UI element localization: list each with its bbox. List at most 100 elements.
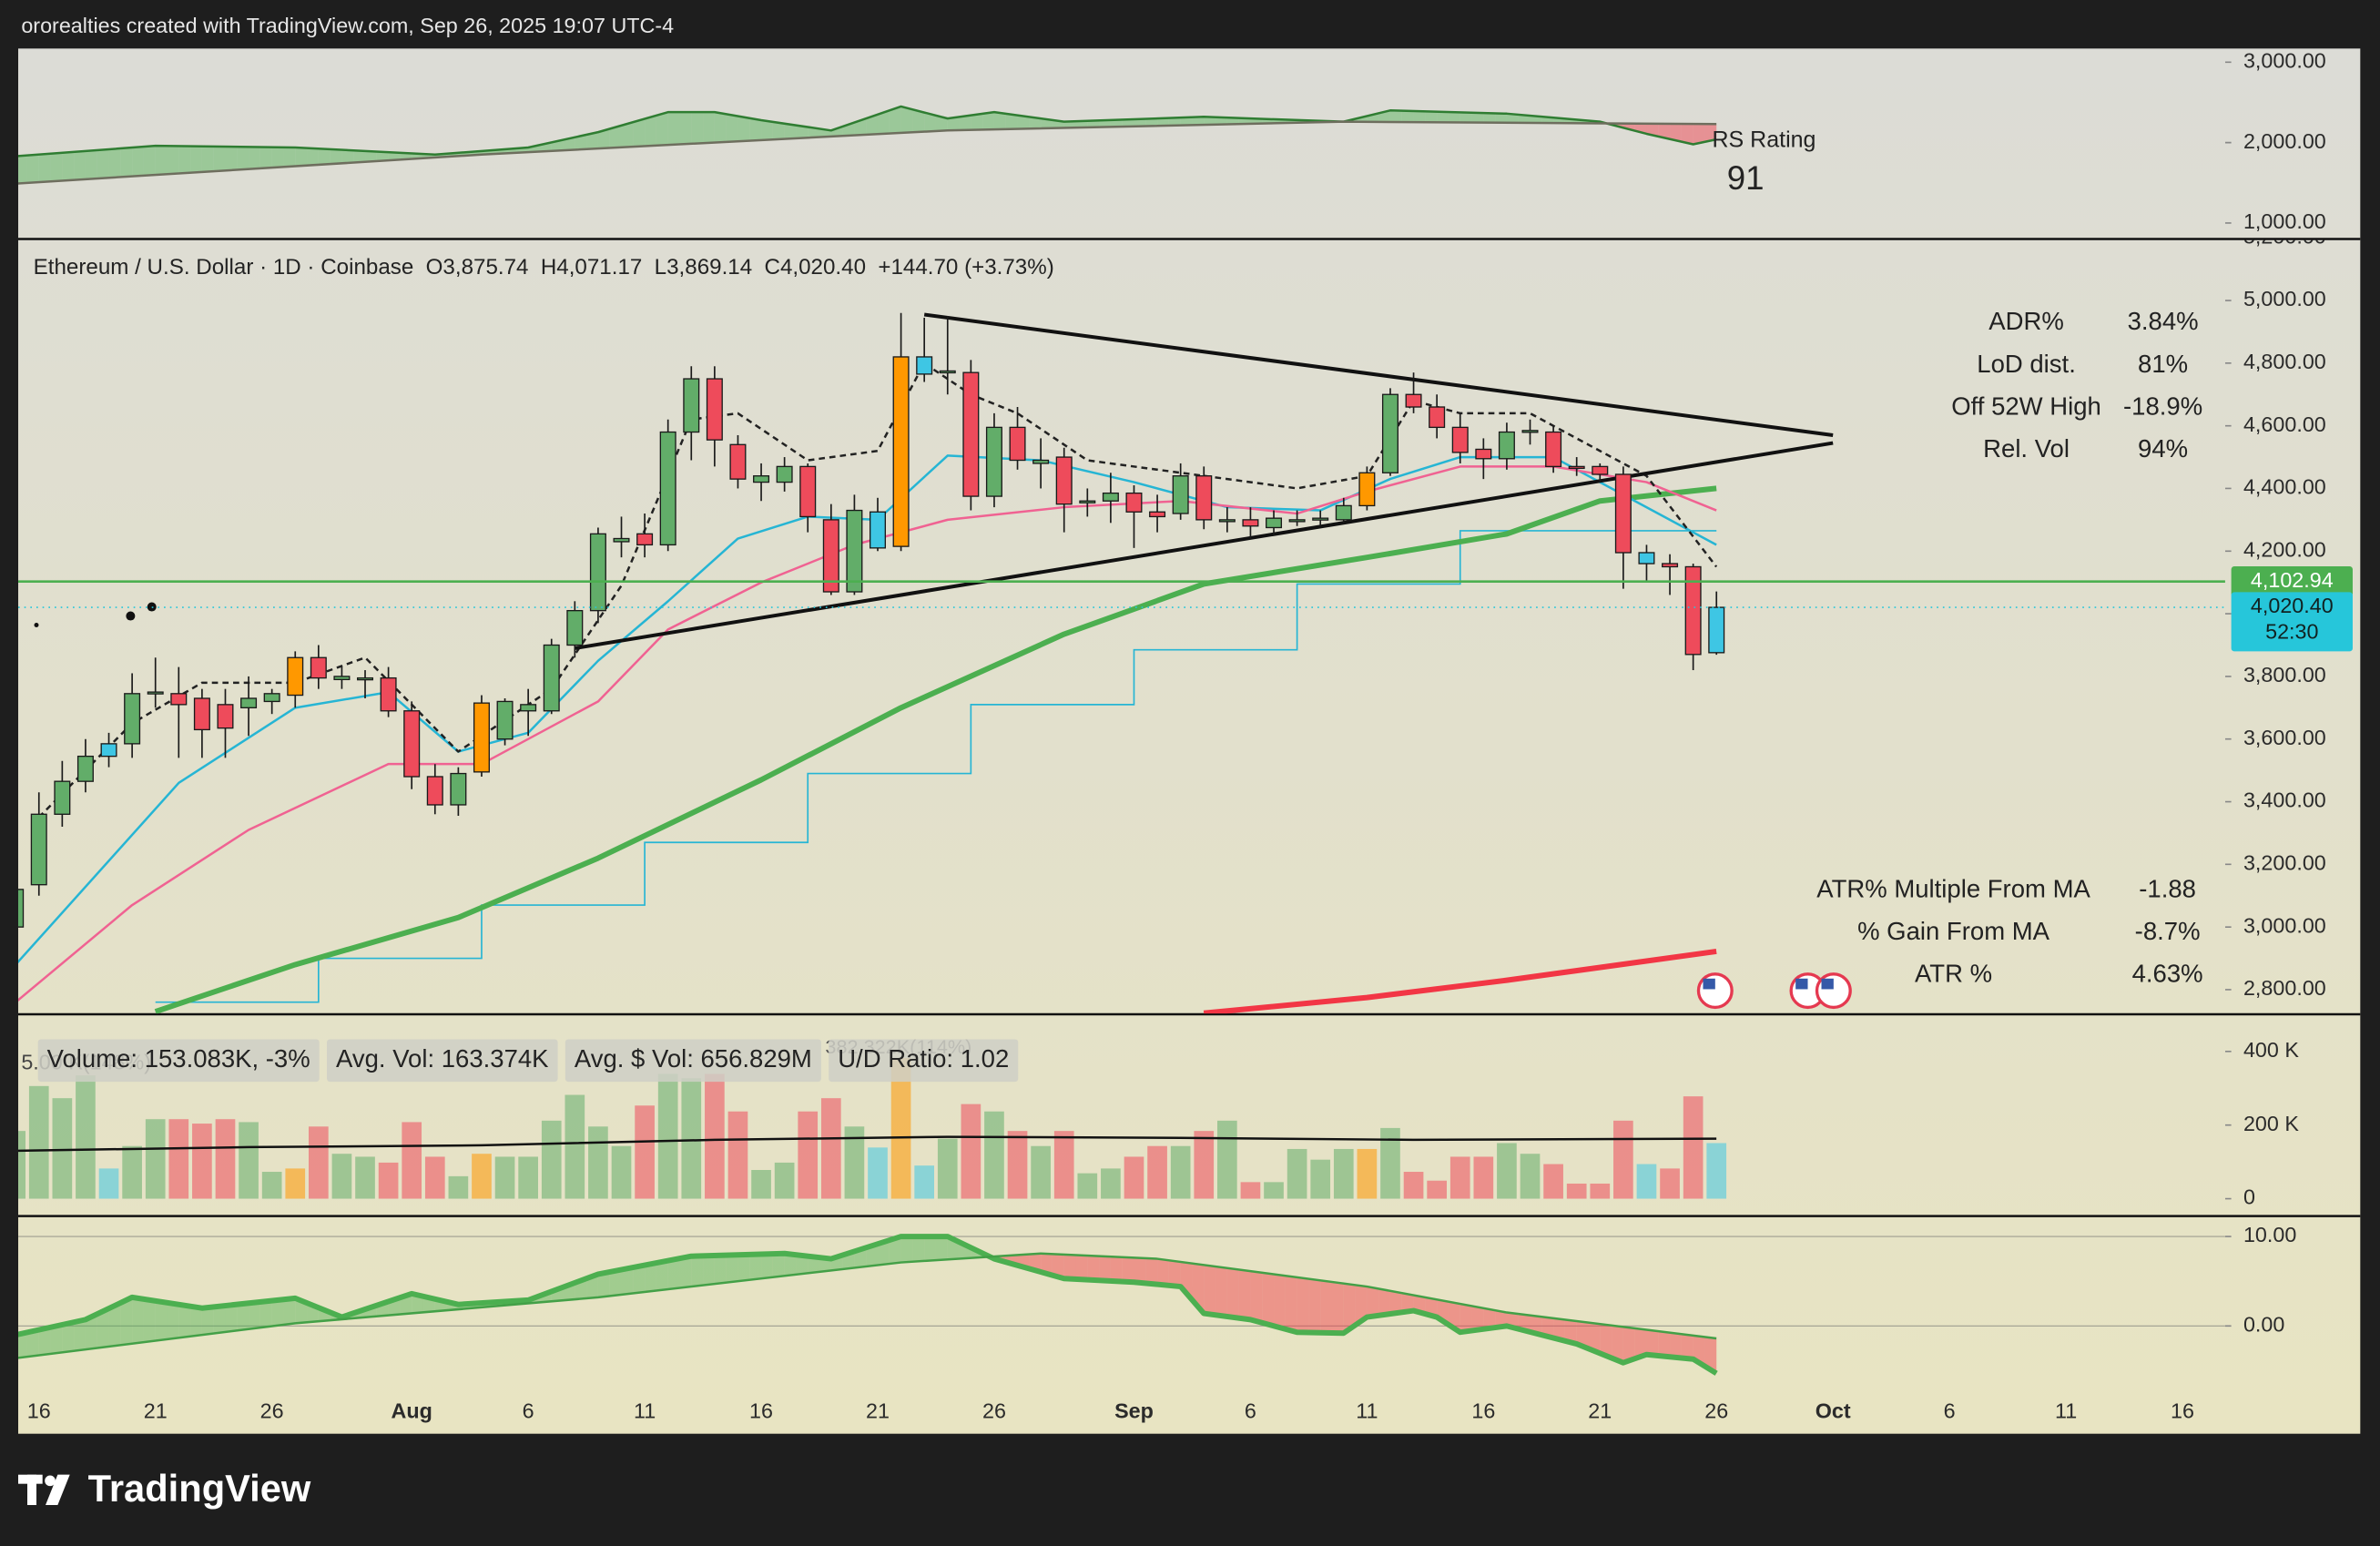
price-axis: 0 200 K 400 K xyxy=(2224,1038,2299,1209)
candle-body xyxy=(1475,448,1492,460)
fill-band xyxy=(609,1269,622,1297)
fill-band xyxy=(1401,1293,1414,1313)
fill-band xyxy=(1646,123,1659,137)
volume-bar xyxy=(518,1156,538,1199)
fill-band xyxy=(201,1307,214,1336)
legend-box xyxy=(829,1039,1019,1083)
credit: ororealties created with TradingView.com… xyxy=(21,14,674,37)
fill-band xyxy=(190,146,202,173)
price-axis: 2,800.00 3,000.00 3,200.00 3,400.00 3,600.00… xyxy=(2224,239,2326,1000)
fill-band xyxy=(1099,1256,1111,1281)
rs-value: 91 xyxy=(1727,159,1765,197)
x-tick-label: 6 xyxy=(1944,1399,1956,1423)
legend-box xyxy=(37,1039,320,1083)
fill-band xyxy=(97,148,109,179)
fill-band xyxy=(1029,117,1042,129)
x-tick-label: Aug xyxy=(392,1399,432,1423)
fill-band xyxy=(912,1236,925,1262)
fill-band xyxy=(108,148,121,178)
fill-band xyxy=(1343,1283,1356,1334)
y-tick-label: 4,600.00 xyxy=(2243,412,2326,436)
x-tick-label: 6 xyxy=(523,1399,534,1423)
fill-band xyxy=(295,147,308,167)
logo-part xyxy=(27,1474,37,1506)
fill-band xyxy=(74,150,86,180)
candle-body xyxy=(1358,472,1376,507)
stat-value: -1.88 xyxy=(2139,874,2196,902)
volume-bar xyxy=(798,1111,819,1199)
fill-band xyxy=(1063,1254,1076,1279)
candle-body xyxy=(1079,500,1096,503)
fill-band xyxy=(1250,1271,1263,1323)
candle-body xyxy=(799,465,817,518)
fill-band xyxy=(645,1263,656,1292)
fill-band xyxy=(889,1236,901,1265)
volume-bar xyxy=(1124,1156,1144,1199)
fill-band xyxy=(1192,117,1205,126)
fill-band xyxy=(38,153,51,183)
candle-body xyxy=(520,704,537,712)
fill-band xyxy=(1634,1328,1647,1359)
fill-band xyxy=(924,1236,936,1261)
fill-band xyxy=(201,146,214,172)
price-axis: 3,000.00 2,000.00 1,000.00 xyxy=(2224,48,2326,233)
fill-band xyxy=(38,1327,51,1356)
y-tick-label: 4,200.00 xyxy=(2243,537,2326,561)
fill-band xyxy=(1681,124,1693,145)
volume-bar xyxy=(52,1098,73,1199)
brand-logo xyxy=(18,1474,70,1506)
fill-band xyxy=(259,147,272,168)
fill-band xyxy=(237,1303,249,1331)
legend-box xyxy=(327,1039,558,1083)
y-tick-label: 3,600.00 xyxy=(2243,726,2326,749)
candle-body xyxy=(1451,426,1469,453)
fill-band xyxy=(1238,1269,1251,1320)
volume-bar xyxy=(1660,1168,1680,1199)
fill-band xyxy=(1075,1255,1088,1280)
level-label: 4,102.94 xyxy=(2251,568,2334,592)
candle-body xyxy=(706,378,723,441)
volume-bar xyxy=(588,1126,608,1199)
y-tick-label: 4,400.00 xyxy=(2243,475,2326,499)
fill-band xyxy=(237,147,249,170)
stat-value: 81% xyxy=(2138,350,2188,378)
volume-bar xyxy=(1403,1172,1424,1199)
stat-label: Rel. Vol xyxy=(1983,434,2070,463)
candle-body xyxy=(869,511,886,549)
x-tick-label: 11 xyxy=(2055,1399,2077,1423)
fill-band xyxy=(1157,117,1169,127)
candle-body xyxy=(403,710,421,778)
plot-area xyxy=(18,105,1717,185)
volume-bar xyxy=(657,1073,678,1199)
candle-body xyxy=(1312,517,1329,521)
stat-label: LoD dist. xyxy=(1977,350,2076,378)
fill-band xyxy=(365,150,377,162)
volume-bar xyxy=(1333,1148,1354,1199)
fill-band xyxy=(1693,124,1705,145)
moving-average xyxy=(1203,948,1717,1014)
fill-band xyxy=(877,110,890,135)
fill-band xyxy=(376,151,389,162)
fill-band xyxy=(575,134,587,150)
fill-band xyxy=(18,1332,27,1358)
y-tick-label: 10.00 xyxy=(2243,1223,2296,1246)
fill-band xyxy=(761,119,773,140)
fill-band xyxy=(1226,1267,1239,1318)
signal-dots xyxy=(34,602,157,628)
legend-text: Avg. Vol: 163.374K xyxy=(336,1044,549,1073)
candle-body xyxy=(310,656,327,679)
stat-value: 3.84% xyxy=(2128,307,2199,335)
fill-band xyxy=(1180,1261,1193,1300)
header-part: L3,869.14 xyxy=(655,255,752,280)
fill-band xyxy=(50,1325,63,1354)
flag-canton xyxy=(1703,978,1715,990)
fill-band xyxy=(703,1255,715,1286)
candle-body xyxy=(1429,406,1446,429)
fill-band xyxy=(935,1236,948,1261)
fill-band xyxy=(993,112,1006,130)
fill-band xyxy=(1483,113,1496,123)
fill-band xyxy=(1331,1282,1344,1334)
candle-body xyxy=(473,702,490,773)
header-part: +144.70 (+3.73%) xyxy=(878,255,1053,280)
